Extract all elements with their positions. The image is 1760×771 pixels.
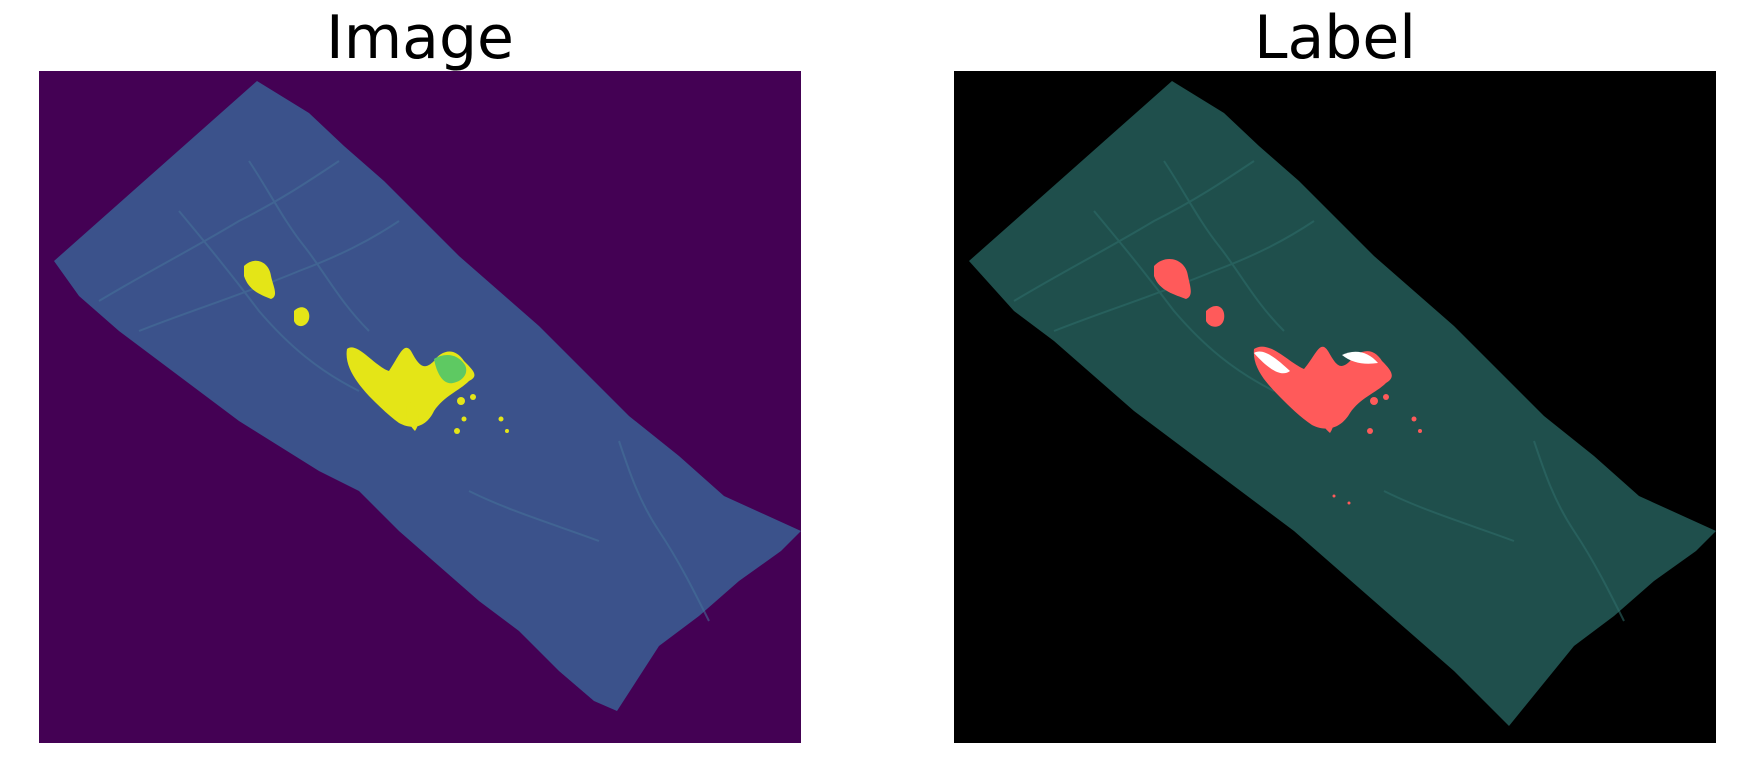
image-view bbox=[39, 71, 801, 743]
image-panel: Image bbox=[39, 0, 801, 771]
label-view bbox=[954, 71, 1716, 743]
label-panel: Label bbox=[954, 0, 1716, 771]
label-panel-title: Label bbox=[1254, 3, 1416, 73]
image-panel-title: Image bbox=[326, 3, 514, 73]
